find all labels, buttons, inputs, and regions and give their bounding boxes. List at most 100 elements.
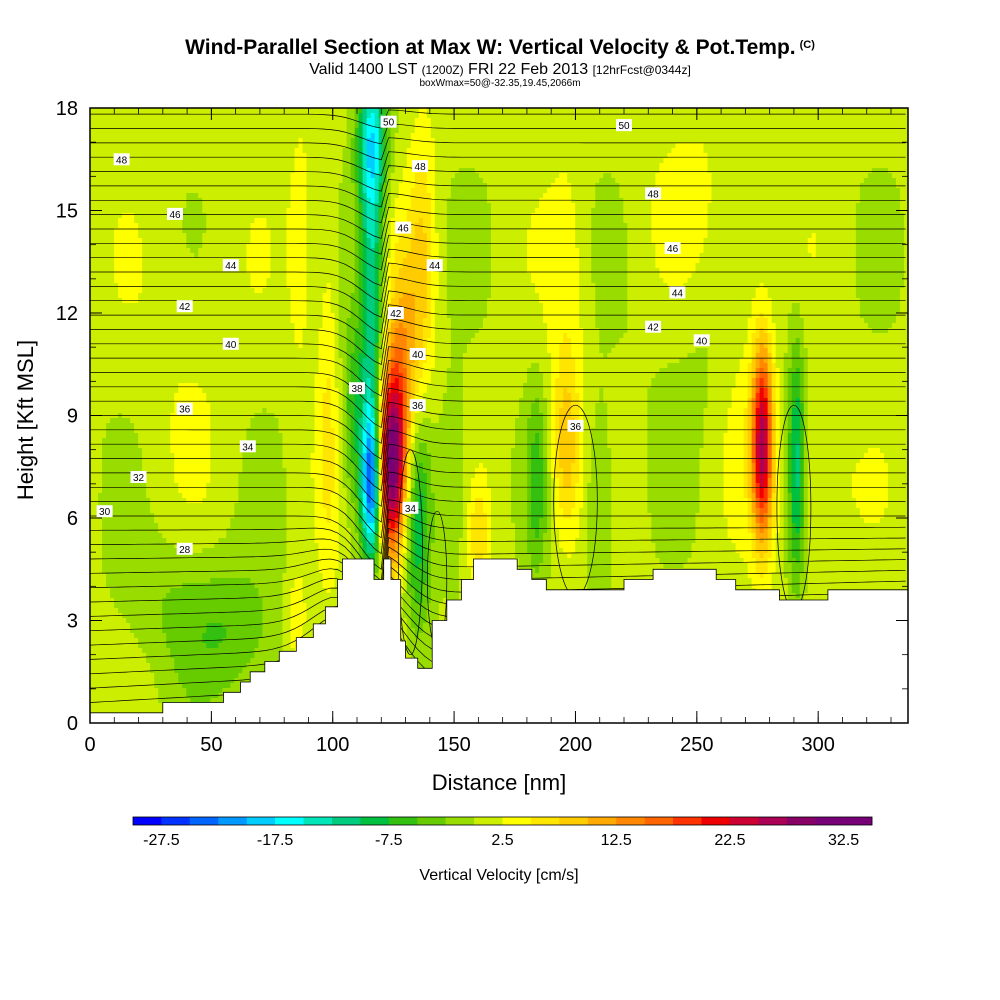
heatmap-cell bbox=[880, 133, 885, 139]
heatmap-cell bbox=[788, 118, 793, 124]
heatmap-cell bbox=[772, 123, 777, 129]
heatmap-cell bbox=[202, 133, 207, 139]
heatmap-cell bbox=[639, 118, 644, 124]
heatmap-cell bbox=[170, 123, 175, 129]
heatmap-cell bbox=[531, 108, 536, 114]
heatmap-cell bbox=[788, 123, 793, 129]
heatmap-cell bbox=[567, 108, 572, 114]
heatmap-cell bbox=[712, 118, 717, 124]
heatmap-cell bbox=[808, 108, 813, 114]
heatmap-cell bbox=[856, 118, 861, 124]
heatmap-cell bbox=[736, 133, 741, 139]
heatmap-cell bbox=[286, 118, 291, 124]
heatmap-cell bbox=[884, 118, 889, 124]
heatmap-cell bbox=[708, 123, 713, 129]
heatmap-cell bbox=[359, 123, 364, 129]
heatmap-cell bbox=[395, 108, 400, 114]
heatmap-cell bbox=[595, 143, 600, 149]
heatmap-cell bbox=[106, 143, 111, 149]
heatmap-cell bbox=[475, 143, 480, 149]
heatmap-cell bbox=[579, 123, 584, 129]
heatmap-cell bbox=[371, 113, 376, 119]
heatmap-cell bbox=[455, 108, 460, 114]
heatmap-cell bbox=[864, 123, 869, 129]
heatmap-cell bbox=[246, 113, 251, 119]
heatmap-cell bbox=[234, 108, 239, 114]
heatmap-cell bbox=[403, 143, 408, 149]
heatmap-cell bbox=[162, 133, 167, 139]
heatmap-cell bbox=[234, 123, 239, 129]
heatmap-cell bbox=[587, 143, 592, 149]
heatmap-cell bbox=[435, 108, 440, 114]
heatmap-cell bbox=[856, 123, 861, 129]
heatmap-cell bbox=[768, 118, 773, 124]
heatmap-cell bbox=[519, 123, 524, 129]
heatmap-cell bbox=[106, 108, 111, 114]
heatmap-cell bbox=[627, 108, 632, 114]
heatmap-cell bbox=[399, 143, 404, 149]
heatmap-cell bbox=[631, 118, 636, 124]
heatmap-cell bbox=[671, 118, 676, 124]
heatmap-cell bbox=[339, 138, 344, 144]
heatmap-cell bbox=[254, 113, 259, 119]
heatmap-cell bbox=[800, 118, 805, 124]
heatmap-cell bbox=[98, 123, 103, 129]
heatmap-cell bbox=[720, 133, 725, 139]
heatmap-cell bbox=[383, 108, 388, 114]
heatmap-cell bbox=[531, 143, 536, 149]
heatmap-cell bbox=[174, 108, 179, 114]
heatmap-cell bbox=[403, 128, 408, 134]
heatmap-cell bbox=[254, 143, 259, 149]
heatmap-cell bbox=[254, 108, 259, 114]
heatmap-cell bbox=[595, 123, 600, 129]
heatmap-cell bbox=[286, 123, 291, 129]
heatmap-cell bbox=[266, 143, 271, 149]
heatmap-cell bbox=[724, 143, 729, 149]
heatmap-cell bbox=[134, 123, 139, 129]
heatmap-cell bbox=[683, 123, 688, 129]
heatmap-cell bbox=[519, 143, 524, 149]
heatmap-cell bbox=[872, 123, 877, 129]
heatmap-cell bbox=[772, 118, 777, 124]
heatmap-cell bbox=[463, 143, 468, 149]
heatmap-cell bbox=[234, 133, 239, 139]
heatmap-cell bbox=[643, 123, 648, 129]
heatmap-cell bbox=[134, 133, 139, 139]
heatmap-cell bbox=[463, 133, 468, 139]
heatmap-cell bbox=[607, 133, 612, 139]
heatmap-cell bbox=[331, 128, 336, 134]
heatmap-cell bbox=[367, 133, 372, 139]
heatmap-cell bbox=[238, 123, 243, 129]
heatmap-cell bbox=[708, 118, 713, 124]
heatmap-cell bbox=[246, 133, 251, 139]
heatmap-cell bbox=[282, 108, 287, 114]
heatmap-cell bbox=[303, 133, 308, 139]
heatmap-cell bbox=[475, 133, 480, 139]
heatmap-cell bbox=[880, 118, 885, 124]
heatmap-cell bbox=[587, 108, 592, 114]
heatmap-cell bbox=[475, 108, 480, 114]
heatmap-cell bbox=[495, 123, 500, 129]
heatmap-cell bbox=[764, 118, 769, 124]
heatmap-cell bbox=[98, 118, 103, 124]
heatmap-cell bbox=[756, 108, 761, 114]
heatmap-cell bbox=[623, 133, 628, 139]
heatmap-cell bbox=[395, 128, 400, 134]
heatmap-cell bbox=[752, 133, 757, 139]
heatmap-cell bbox=[403, 113, 408, 119]
heatmap-cell bbox=[635, 123, 640, 129]
heatmap-cell bbox=[611, 133, 616, 139]
heatmap-cell bbox=[335, 138, 340, 144]
heatmap-cell bbox=[720, 118, 725, 124]
heatmap-cell bbox=[319, 133, 324, 139]
heatmap-cell bbox=[363, 118, 368, 124]
heatmap-cell bbox=[575, 123, 580, 129]
heatmap-cell bbox=[154, 133, 159, 139]
heatmap-cell bbox=[130, 118, 135, 124]
heatmap-cell bbox=[780, 123, 785, 129]
heatmap-cell bbox=[619, 133, 624, 139]
heatmap-cell bbox=[603, 143, 608, 149]
heatmap-cell bbox=[816, 133, 821, 139]
heatmap-cell bbox=[303, 113, 308, 119]
heatmap-cell bbox=[319, 113, 324, 119]
